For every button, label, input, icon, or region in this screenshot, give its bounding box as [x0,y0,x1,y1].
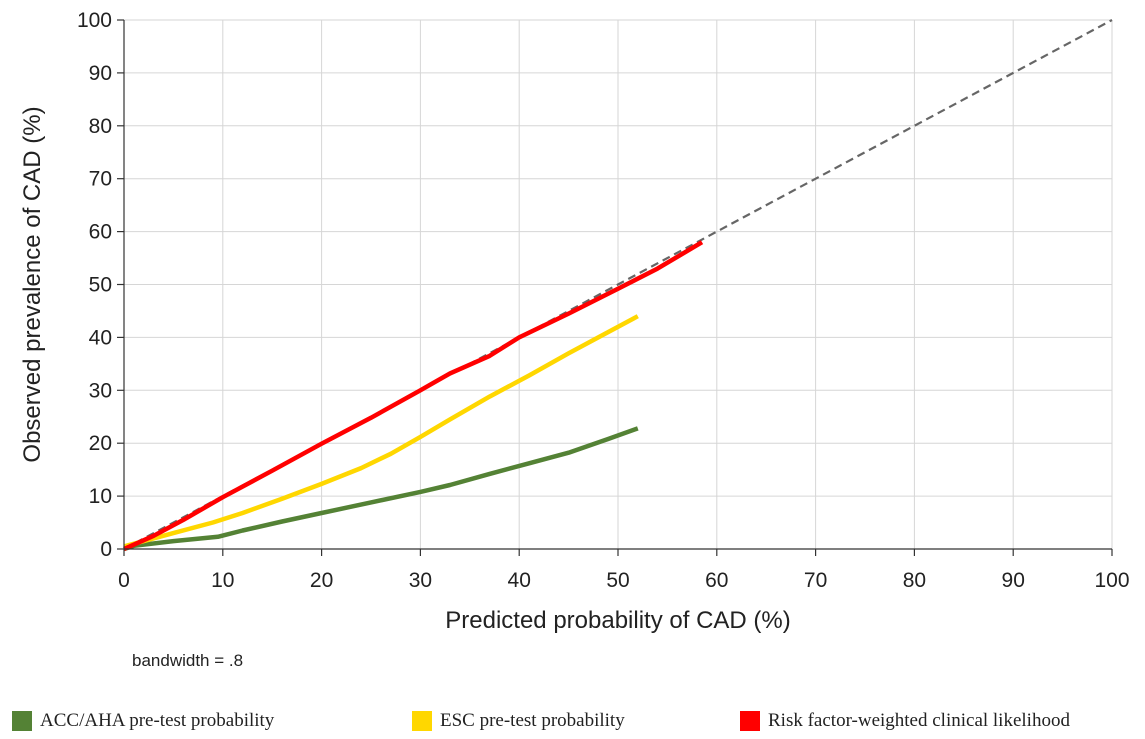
y-tick-labels: 0 10 20 30 40 50 60 70 80 90 100 [77,9,112,561]
legend-label-esc: ESC pre-test probability [440,710,625,731]
axes [117,19,1113,556]
x-tick-label: 90 [1002,569,1025,592]
series-lines [123,240,704,552]
x-tick-label: 30 [409,569,432,592]
y-tick-label: 0 [100,538,112,561]
x-tick-labels: 0 10 20 30 40 50 60 70 80 90 100 [118,569,1129,592]
y-tick-label: 30 [89,379,112,402]
legend-item-acc-aha: ACC/AHA pre-test probability [12,710,274,732]
x-tick-label: 50 [606,569,629,592]
esc-line [123,314,639,549]
y-axis-title: Observed prevalence of CAD (%) [19,106,46,462]
y-tick-label: 70 [89,168,112,191]
x-tick-label: 100 [1094,569,1129,592]
calibration-chart: 0 10 20 30 40 50 60 70 80 90 100 0 10 20 30 40 50 60 70 80… [19,9,1130,634]
y-tick-label: 10 [89,485,112,508]
x-axis-title: Predicted probability of CAD (%) [445,607,790,634]
legend-item-esc: ESC pre-test probability [412,710,625,732]
y-tick-label: 20 [89,432,112,455]
y-tick-label: 80 [89,115,112,138]
risk-factor-line [123,240,704,552]
x-tick-label: 0 [118,569,130,592]
legend: ACC/AHA pre-test probability ESC pre-tes… [0,710,1145,738]
y-tick-label: 50 [89,274,112,297]
y-tick-label: 40 [89,326,112,349]
x-tick-label: 60 [705,569,728,592]
legend-label-risk-factor: Risk factor-weighted clinical likelihood [768,710,1070,731]
y-tick-label: 60 [89,221,112,244]
x-tick-label: 10 [211,569,234,592]
legend-label-acc-aha: ACC/AHA pre-test probability [40,710,275,731]
y-tick-label: 100 [77,9,112,32]
x-tick-label: 40 [508,569,531,592]
y-tick-label: 90 [89,62,112,85]
x-tick-label: 70 [804,569,827,592]
legend-swatch-risk-factor [740,711,760,731]
legend-swatch-esc [412,711,432,731]
bandwidth-note: bandwidth = .8 [132,651,244,670]
legend-item-risk-factor: Risk factor-weighted clinical likelihood [740,710,1070,732]
x-tick-label: 80 [903,569,926,592]
x-tick-label: 20 [310,569,333,592]
legend-swatch-acc-aha [12,711,32,731]
acc-aha-line [123,426,639,552]
